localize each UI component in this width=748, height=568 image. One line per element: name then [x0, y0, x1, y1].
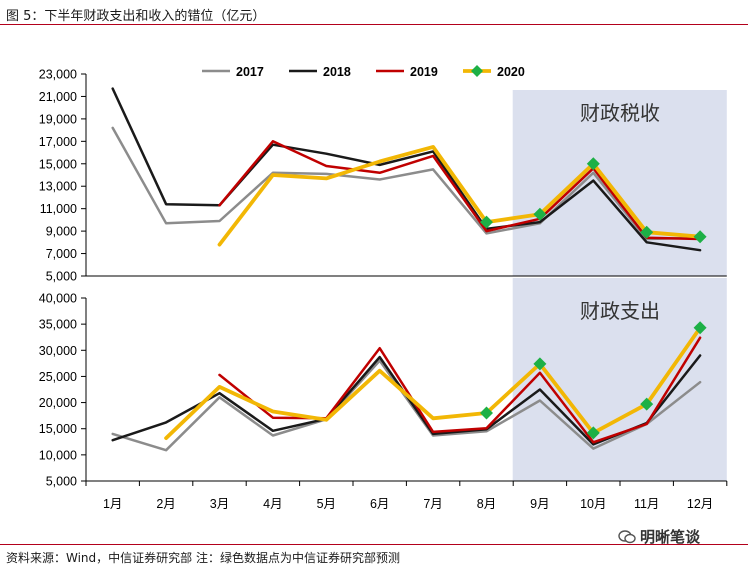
expenditure-xtick-label: 1月	[103, 497, 122, 511]
watermark-text: 明晰笔谈	[640, 528, 701, 546]
expenditure-xtick-label: 2月	[156, 497, 175, 511]
expenditure-series-2017-line	[111, 359, 702, 452]
expenditure-ytick-label: 5,000	[46, 475, 77, 489]
watermark: 明晰笔谈	[618, 526, 700, 547]
expenditure-highlight-region	[512, 278, 727, 481]
expenditure-xtick-label: 8月	[477, 497, 496, 511]
expenditure-series-2020-line	[164, 325, 702, 441]
expenditure-forecast-point	[640, 397, 654, 411]
revenue-ytick-label: 7,000	[46, 247, 77, 261]
expenditure-forecast-point	[480, 406, 493, 420]
expenditure-xtick-label: 10月	[580, 497, 606, 511]
revenue-ytick-label: 13,000	[39, 180, 77, 194]
expenditure-xtick-label: 6月	[370, 497, 389, 511]
revenue-annotation: 财政税收	[580, 101, 660, 125]
revenue-highlight-region	[512, 90, 727, 276]
footer-rule	[0, 544, 748, 545]
expenditure-series-2019-line	[218, 336, 702, 444]
source-note: 资料来源：Wind，中信证券研究部 注：绿色数据点为中信证券研究部预测	[6, 551, 400, 565]
legend-label-2017: 2017	[236, 65, 264, 79]
revenue-ytick-label: 15,000	[39, 157, 77, 171]
expenditure-xtick-label: 5月	[317, 497, 336, 511]
expenditure-xtick-label: 7月	[423, 497, 442, 511]
legend-label-2020: 2020	[497, 65, 525, 79]
expenditure-ytick-label: 25,000	[39, 370, 77, 384]
revenue-ytick-label: 19,000	[39, 112, 77, 126]
expenditure-ytick-label: 10,000	[39, 448, 77, 462]
expenditure-xtick-label: 4月	[263, 497, 282, 511]
expenditure-xtick-label: 12月	[687, 497, 713, 511]
legend-label-2019: 2019	[410, 65, 438, 79]
expenditure-ytick-label: 35,000	[39, 318, 77, 332]
revenue-ytick-label: 11,000	[40, 202, 77, 216]
revenue-forecast-point	[640, 225, 654, 239]
expenditure-xtick-label: 3月	[210, 497, 229, 511]
expenditure-xtick-label: 9月	[530, 497, 549, 511]
expenditure-xtick-label: 11月	[634, 497, 659, 511]
revenue-ytick-label: 5,000	[46, 270, 77, 284]
expenditure-ytick-label: 40,000	[39, 292, 77, 306]
expenditure-ytick-label: 15,000	[39, 422, 77, 436]
revenue-series-2019-line	[218, 140, 702, 241]
revenue-series-2018-line	[111, 87, 702, 252]
revenue-series-2017-line	[111, 126, 702, 241]
expenditure-forecast-point	[586, 426, 600, 440]
expenditure-ytick-label: 20,000	[39, 396, 77, 410]
revenue-ytick-label: 21,000	[39, 90, 77, 104]
expenditure-annotation: 财政支出	[580, 299, 660, 323]
legend-label-2018: 2018	[323, 65, 351, 79]
revenue-forecast-point	[586, 157, 600, 171]
revenue-forecast-point	[533, 207, 547, 221]
figure-title: 图 5：下半年财政支出和收入的错位（亿元）	[6, 9, 266, 24]
expenditure-ytick-label: 30,000	[39, 344, 77, 358]
wechat-icon	[618, 530, 636, 544]
revenue-ytick-label: 23,000	[39, 68, 77, 82]
expenditure-forecast-point	[533, 357, 547, 371]
legend-marker-2020	[471, 65, 483, 77]
revenue-series-2020-line	[217, 144, 702, 247]
revenue-ytick-label: 9,000	[46, 225, 77, 239]
title-rule	[0, 24, 748, 25]
revenue-forecast-point	[693, 230, 707, 244]
expenditure-forecast-point	[693, 321, 707, 335]
revenue-forecast-point	[480, 215, 493, 229]
revenue-ytick-label: 17,000	[39, 135, 77, 149]
